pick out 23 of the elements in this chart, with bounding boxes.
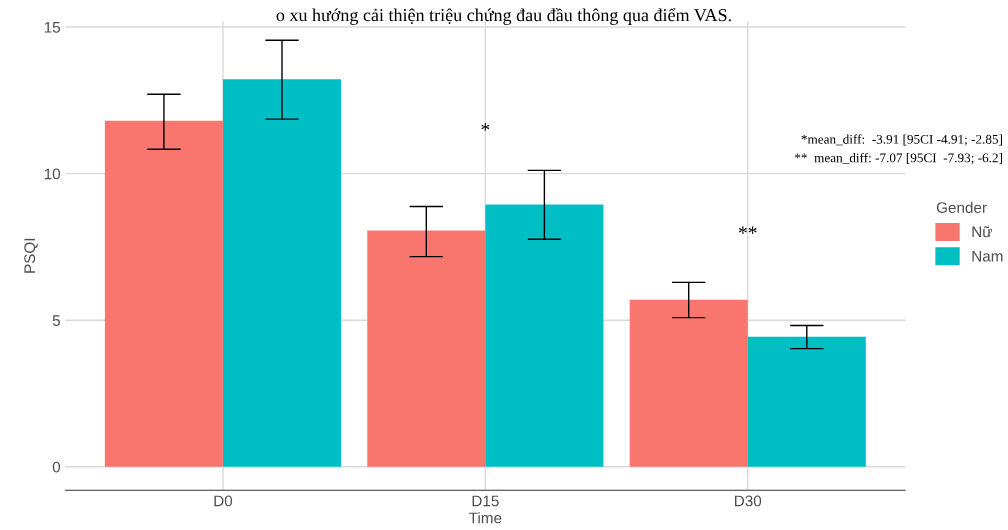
y-tick-label: 0 bbox=[52, 461, 61, 473]
bar bbox=[222, 79, 342, 467]
annotation: o xu hướng cải thiện triệu chứng đau đầu thông qua điểm VAS. bbox=[276, 7, 731, 25]
legend-title: Gender bbox=[936, 201, 987, 214]
y-tick-label: 15 bbox=[44, 22, 61, 33]
x-tick-label: D0 bbox=[214, 495, 233, 507]
y-tick-label: 10 bbox=[44, 168, 61, 180]
y-axis-title: PSQI bbox=[24, 238, 38, 273]
legend-label: Nam bbox=[972, 250, 1003, 262]
x-axis-title: Time bbox=[469, 512, 502, 524]
x-tick-label: D30 bbox=[734, 495, 762, 507]
legend-label: Nữ bbox=[972, 226, 992, 238]
bar bbox=[629, 299, 748, 467]
x-tick-label: D15 bbox=[472, 495, 499, 507]
annotation: *mean_diff: -3.91 [95CI -4.91; -2.85] bbox=[801, 134, 1002, 146]
bar bbox=[485, 204, 604, 467]
annotation: ** mean_diff: -7.07 [95CI -7.93; -6.2] bbox=[794, 152, 1002, 165]
annotation: * bbox=[481, 123, 490, 131]
bar bbox=[747, 336, 866, 467]
bar bbox=[104, 120, 223, 467]
bar bbox=[367, 230, 486, 467]
y-tick-label: 5 bbox=[52, 315, 61, 326]
annotation: ** bbox=[738, 226, 757, 234]
